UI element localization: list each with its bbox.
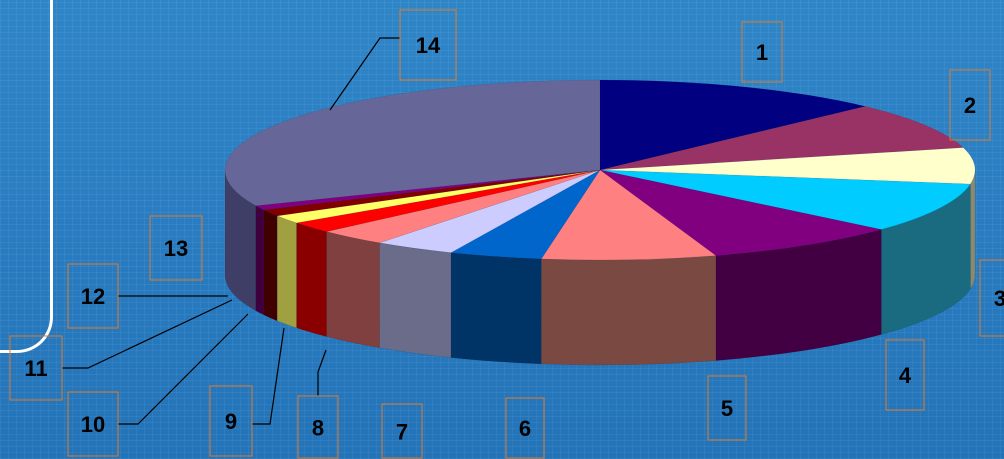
pie-side-7 xyxy=(450,252,542,365)
pie-slice-4 xyxy=(599,169,971,230)
pie-slice-9 xyxy=(326,169,601,244)
pie-slice-1 xyxy=(599,79,866,171)
slice-label-8: 8 xyxy=(297,395,339,459)
slice-label-6: 6 xyxy=(505,397,545,459)
pie-side-10 xyxy=(296,222,327,337)
slice-label-text-8: 8 xyxy=(312,416,324,441)
slice-label-12: 12 xyxy=(67,263,119,329)
pie-side-3 xyxy=(970,169,976,290)
slice-label-2: 2 xyxy=(949,69,991,141)
slice-label-text-14: 14 xyxy=(416,33,441,58)
pie-slice-7 xyxy=(450,169,601,260)
decorative-frame xyxy=(0,0,53,353)
slice-label-text-7: 7 xyxy=(396,420,408,445)
slice-label-text-1: 1 xyxy=(756,40,768,65)
slice-label-11: 11 xyxy=(9,335,63,401)
pie-slice-2 xyxy=(599,106,964,171)
slice-label-text-6: 6 xyxy=(519,416,531,441)
slice-label-text-4: 4 xyxy=(899,363,912,388)
slice-label-text-10: 10 xyxy=(81,412,105,437)
slice-label-text-5: 5 xyxy=(721,396,733,421)
pie-side-9 xyxy=(326,231,380,349)
pie-slice-10 xyxy=(296,169,601,232)
pie-slice-13 xyxy=(255,169,601,211)
pie-slice-14 xyxy=(224,79,601,206)
pie-slice-11 xyxy=(276,169,601,224)
slice-label-text-12: 12 xyxy=(81,284,105,309)
slice-label-13: 13 xyxy=(149,215,203,281)
pie-side-8 xyxy=(379,242,452,358)
slice-label-text-9: 9 xyxy=(225,409,237,434)
pie-side-13 xyxy=(255,205,265,316)
slice-label-14: 14 xyxy=(399,9,457,81)
pie-slice-5 xyxy=(599,169,882,256)
leader-line-8 xyxy=(317,349,327,396)
pie-slice-6 xyxy=(540,169,717,261)
leader-line-10 xyxy=(118,313,249,425)
pie-side-6 xyxy=(541,255,717,366)
pie-slice-3 xyxy=(599,147,976,185)
slice-label-1: 1 xyxy=(741,21,783,83)
slice-label-3: 3 xyxy=(979,259,1004,337)
pie-side-12 xyxy=(263,209,278,322)
slice-label-text-3: 3 xyxy=(994,286,1004,311)
slice-label-text-13: 13 xyxy=(164,236,188,261)
slice-label-5: 5 xyxy=(707,375,747,441)
leader-line-9 xyxy=(252,327,285,425)
pie-slice-12 xyxy=(262,169,601,217)
slice-label-9: 9 xyxy=(209,385,253,457)
leader-line-14 xyxy=(329,37,400,111)
slice-label-7: 7 xyxy=(381,403,423,459)
slice-label-text-2: 2 xyxy=(964,93,976,118)
slice-label-10: 10 xyxy=(67,391,119,457)
pie-side-11 xyxy=(276,215,297,329)
pie-slice-8 xyxy=(379,169,601,253)
slice-label-4: 4 xyxy=(885,339,925,411)
leader-line-11 xyxy=(62,299,233,369)
slice-label-text-11: 11 xyxy=(24,356,47,381)
